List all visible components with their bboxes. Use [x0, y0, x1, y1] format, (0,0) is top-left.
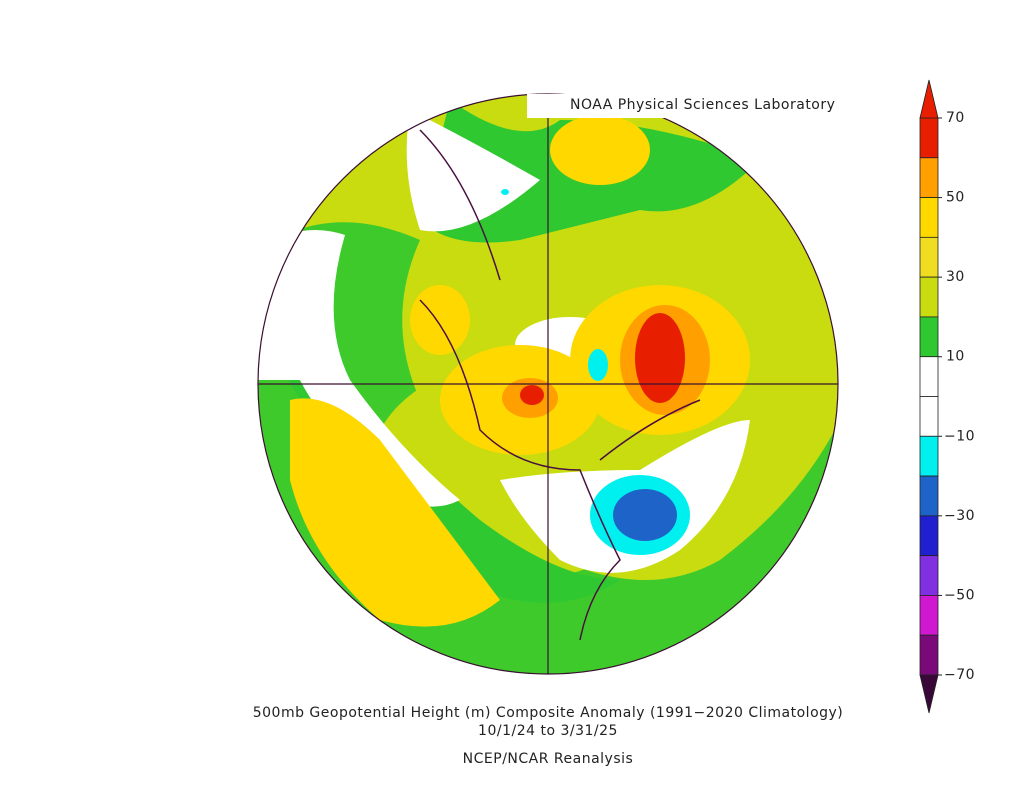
- colorbar-label: −50: [944, 587, 975, 603]
- colorbar-label: 70: [946, 110, 965, 126]
- colorbar-label: −10: [944, 428, 975, 444]
- colorbar-box: [919, 595, 939, 636]
- caption: 10/1/24 to 3/31/25: [478, 723, 618, 739]
- caption: 500mb Geopotential Height (m) Composite …: [253, 705, 844, 721]
- colorbar-box: [919, 396, 939, 437]
- colorbar-over: [919, 79, 939, 119]
- colorbar-box: [919, 515, 939, 557]
- colorbar-box: [919, 475, 939, 517]
- colorbar-box: [919, 634, 939, 676]
- colorbar-box: [919, 435, 939, 477]
- colorbar-box: [919, 276, 939, 318]
- colorbar-label: −30: [944, 508, 975, 524]
- colorbar-box: [919, 197, 939, 238]
- colorbar-box: [919, 356, 939, 397]
- caption: NCEP/NCAR Reanalysis: [463, 751, 634, 767]
- colorbar-under: [919, 674, 939, 714]
- colorbar-box: [919, 316, 939, 358]
- colorbar-label: −70: [944, 667, 975, 683]
- header-title: NOAA Physical Sciences Laboratory: [570, 97, 835, 113]
- colorbar-label: 10: [946, 349, 965, 365]
- anomaly-map: [258, 94, 838, 674]
- colorbar-label: 30: [946, 269, 965, 285]
- colorbar-box: [919, 117, 939, 159]
- colorbar-box: [919, 157, 939, 198]
- title-box: [527, 94, 832, 118]
- colorbar-box: [919, 236, 939, 278]
- colorbar-label: 50: [946, 190, 965, 206]
- colorbar: 70 50 30 10 −10 −30 −50 −70: [919, 79, 975, 714]
- colorbar-box: [919, 555, 939, 596]
